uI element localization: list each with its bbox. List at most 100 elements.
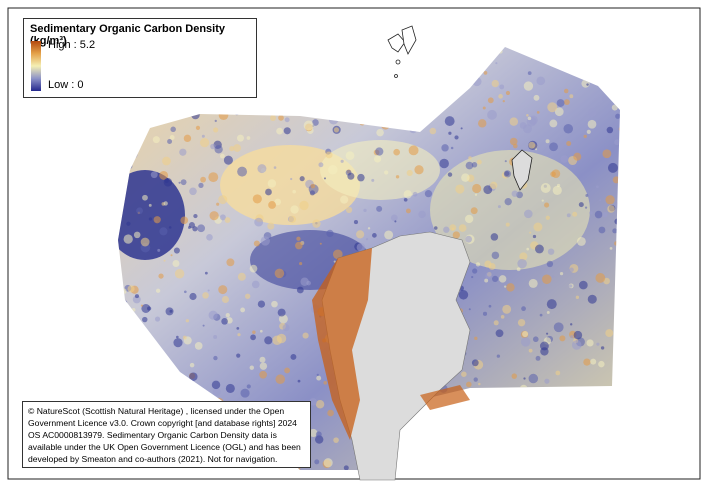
raster-speckle — [519, 252, 528, 261]
raster-speckle — [606, 126, 614, 134]
raster-speckle — [454, 135, 459, 140]
raster-speckle — [517, 318, 526, 327]
raster-speckle — [484, 278, 489, 283]
raster-speckle — [194, 342, 203, 350]
raster-speckle — [545, 215, 550, 220]
raster-speckle — [491, 251, 500, 260]
raster-speckle — [522, 330, 529, 338]
raster-speckle — [182, 335, 187, 340]
raster-speckle — [148, 203, 152, 207]
raster-speckle — [547, 102, 558, 113]
raster-speckle — [609, 246, 613, 250]
raster-speckle — [277, 308, 286, 317]
raster-speckle — [586, 129, 591, 134]
raster-speckle — [546, 332, 549, 335]
raster-speckle — [532, 234, 537, 239]
raster-speckle — [528, 348, 533, 353]
raster-speckle — [587, 119, 597, 129]
legend: Sedimentary Organic Carbon Density (kg/m… — [23, 18, 257, 98]
raster-speckle — [376, 128, 384, 137]
raster-speckle — [517, 258, 527, 269]
raster-speckle — [328, 164, 338, 175]
raster-speckle — [142, 316, 148, 323]
raster-speckle — [506, 283, 515, 292]
raster-speckle — [179, 148, 187, 156]
raster-speckle — [210, 143, 216, 150]
raster-speckle — [212, 387, 221, 396]
raster-speckle — [296, 236, 301, 241]
raster-speckle — [443, 226, 450, 233]
raster-speckle — [123, 234, 133, 244]
raster-speckle — [535, 148, 538, 151]
raster-speckle — [571, 340, 582, 350]
raster-speckle — [246, 384, 251, 389]
raster-speckle — [237, 166, 248, 177]
raster-speckle — [482, 311, 488, 316]
raster-speckle — [614, 139, 620, 146]
raster-speckle — [189, 372, 198, 381]
raster-speckle — [424, 190, 433, 198]
raster-speckle — [585, 194, 589, 197]
raster-speckle — [315, 431, 322, 438]
islands — [387, 25, 533, 191]
raster-speckle — [449, 224, 457, 232]
raster-speckle — [496, 354, 501, 358]
raster-speckle — [497, 205, 501, 209]
raster-speckle — [414, 165, 424, 175]
raster-speckle — [466, 381, 472, 388]
raster-speckle — [492, 275, 499, 283]
raster-speckle — [536, 76, 546, 86]
raster-speckle — [528, 141, 536, 149]
raster-speckle — [206, 234, 213, 241]
raster-speckle — [569, 267, 574, 273]
attribution-line: Government Licence v3.0. Crown copyright… — [28, 418, 297, 428]
raster-speckle — [500, 315, 505, 319]
raster-speckle — [153, 216, 161, 224]
raster-speckle — [306, 280, 311, 286]
raster-speckle — [573, 330, 583, 340]
raster-speckle — [549, 142, 558, 152]
raster-speckle — [418, 210, 426, 219]
raster-speckle — [493, 320, 499, 326]
raster-speckle — [356, 230, 365, 239]
raster-speckle — [314, 459, 320, 465]
raster-speckle — [309, 428, 318, 438]
raster-speckle — [208, 310, 218, 320]
raster-speckle — [323, 458, 333, 468]
raster-speckle — [312, 219, 321, 228]
raster-speckle — [393, 148, 400, 156]
raster-speckle — [455, 184, 465, 194]
raster-speckle — [598, 226, 606, 234]
attribution: © NatureScot (Scottish Natural Heritage)… — [22, 401, 311, 468]
raster-speckle — [188, 226, 191, 229]
raster-speckle — [216, 202, 220, 206]
raster-speckle — [208, 172, 219, 183]
raster-speckle — [170, 126, 176, 133]
raster-speckle — [141, 303, 151, 313]
raster-speckle — [240, 388, 250, 398]
raster-speckle — [158, 273, 164, 279]
raster-speckle — [472, 268, 478, 274]
raster-speckle — [448, 131, 452, 135]
raster-speckle — [283, 127, 291, 135]
raster-speckle — [367, 227, 371, 230]
raster-speckle — [269, 114, 276, 121]
raster-speckle — [584, 206, 588, 209]
raster-speckle — [503, 170, 512, 178]
raster-speckle — [147, 306, 152, 311]
raster-speckle — [333, 127, 340, 133]
raster-speckle — [523, 81, 534, 91]
raster-speckle — [541, 199, 544, 202]
raster-speckle — [465, 235, 472, 243]
raster-speckle — [251, 280, 260, 289]
raster-speckle — [299, 176, 305, 182]
raster-speckle — [529, 231, 532, 234]
raster-speckle — [197, 224, 206, 233]
raster-speckle — [495, 329, 504, 338]
raster-speckle — [474, 193, 478, 196]
raster-speckle — [273, 166, 277, 169]
raster-speckle — [485, 272, 493, 279]
raster-speckle — [278, 114, 284, 121]
raster-speckle — [473, 377, 478, 382]
raster-speckle — [554, 107, 564, 117]
